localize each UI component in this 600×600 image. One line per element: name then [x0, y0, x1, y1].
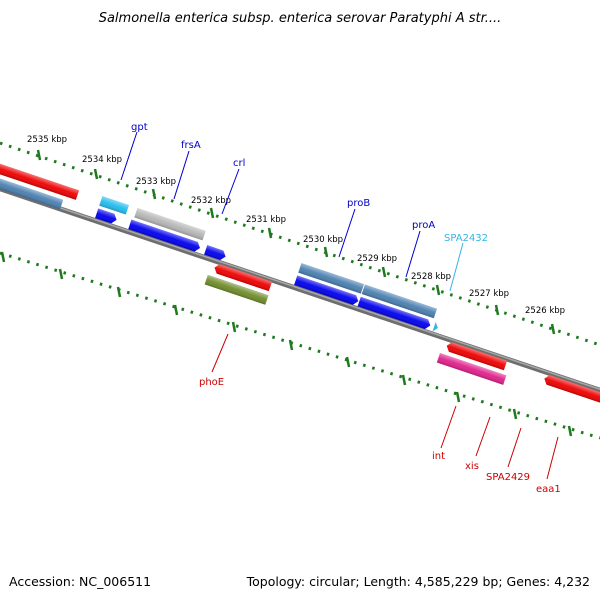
feature-SPA2432-arrow[interactable] — [432, 322, 440, 333]
leader-lines-top — [120, 131, 421, 278]
gene-label-gpt[interactable]: gpt — [131, 122, 148, 133]
scale-label: 2528 kbp — [411, 272, 451, 282]
scale-label: 2527 kbp — [469, 289, 509, 299]
scale-label: 2532 kbp — [191, 196, 231, 206]
genome-backbone — [0, 186, 600, 393]
gene-label-SPA2432[interactable]: SPA2432 — [444, 233, 488, 244]
gene-labels-bottom: phoE int xis SPA2429 eaa1 — [199, 377, 561, 495]
gene-label-frsA[interactable]: frsA — [181, 140, 201, 151]
feature-frsA-gray[interactable] — [134, 207, 206, 241]
feature-steel-left[interactable] — [0, 176, 64, 210]
scale-label: 2531 kbp — [246, 215, 286, 225]
feature-gpt-cyan[interactable] — [99, 196, 129, 215]
gene-label-proB[interactable]: proB — [347, 198, 370, 209]
accession-text: Accession: NC_006511 — [9, 574, 151, 589]
gene-label-proA[interactable]: proA — [412, 220, 435, 231]
feature-proB-steel[interactable] — [298, 263, 365, 294]
feature-eaa1-red-arrow[interactable] — [543, 374, 600, 407]
gene-label-xis[interactable]: xis — [465, 461, 479, 472]
scale-label: 2534 kbp — [82, 155, 122, 165]
feature-frsA-arrow[interactable] — [128, 219, 201, 253]
gene-label-phoE[interactable]: phoE — [199, 377, 224, 388]
bottom-scale-track — [0, 251, 600, 440]
map-title: Salmonella enterica subsp. enterica sero… — [99, 11, 502, 26]
gene-label-int[interactable]: int — [432, 451, 445, 462]
gene-label-crl[interactable]: crl — [233, 158, 245, 169]
scale-label: 2526 kbp — [525, 306, 565, 316]
scale-label: 2533 kbp — [136, 177, 176, 187]
feature-xis-magenta[interactable] — [436, 353, 507, 385]
top-major-ticks — [36, 149, 556, 335]
feature-proA-arrow[interactable] — [357, 296, 432, 330]
leader-lines-bottom — [211, 333, 559, 480]
scale-label: 2530 kbp — [303, 235, 343, 245]
scale-labels: 2535 kbp 2534 kbp 2533 kbp 2532 kbp 2531… — [27, 135, 565, 316]
summary-text: Topology: circular; Length: 4,585,229 bp… — [246, 574, 590, 589]
scale-label: 2535 kbp — [27, 135, 67, 145]
feature-crl-arrow[interactable] — [204, 245, 227, 261]
feature-phoE-red-arrow[interactable] — [213, 263, 273, 292]
gene-label-SPA2429[interactable]: SPA2429 — [486, 472, 530, 483]
bottom-major-ticks — [0, 251, 573, 437]
leader-line-SPA2432 — [449, 242, 464, 292]
feature-proA-steel[interactable] — [361, 284, 437, 319]
features — [0, 162, 600, 407]
scale-label: 2529 kbp — [357, 254, 397, 264]
feature-gpt-arrow[interactable] — [95, 208, 118, 224]
feature-proB-arrow[interactable] — [294, 275, 360, 306]
gene-label-eaa1[interactable]: eaa1 — [536, 484, 561, 495]
feature-phoE-olive[interactable] — [204, 274, 269, 305]
feature-red-left-upper[interactable] — [0, 162, 80, 200]
gene-labels-top: gpt frsA crl proB proA SPA2432 — [131, 122, 488, 244]
top-scale-track — [0, 141, 600, 347]
feature-int-red-arrow[interactable] — [445, 341, 508, 371]
